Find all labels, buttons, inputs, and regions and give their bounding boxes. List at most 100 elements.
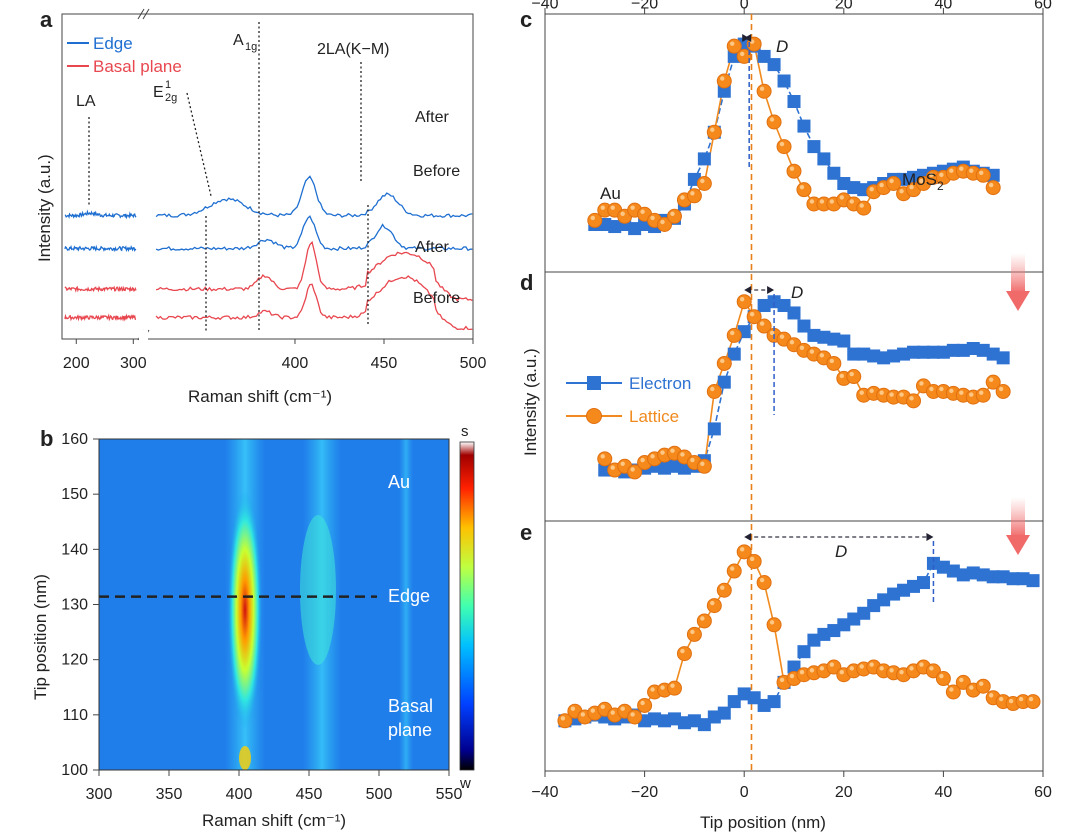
electron-point [916,576,930,590]
electron-point [857,347,871,361]
lattice-point [766,617,782,633]
lattice-point [736,294,752,310]
electron-point [907,345,921,359]
x-tick-label-top: 0 [740,0,749,13]
x-tick-label-b: 450 [296,786,323,803]
electron-point [966,341,980,355]
e2g-sub: 2g [165,92,177,104]
series-line-electron [564,562,1034,726]
electron-point [658,461,672,475]
x-tick-label-a: 400 [282,355,309,372]
lattice-point [935,671,951,687]
x-tick-label-a: 200 [63,355,90,372]
electron-point [757,698,771,712]
electron-point [976,568,990,582]
y-tick-label-b: 160 [61,431,88,448]
lattice-point [776,139,792,155]
electron-point [807,328,821,342]
ylabel-a: Intensity (a.u.) [35,154,54,262]
lattice-point [696,458,712,474]
trace-label-basal-after: After [415,239,449,256]
lattice-point [716,355,732,371]
electron-point [817,627,831,641]
electron-point [697,718,711,732]
electron-point [658,714,672,728]
raman-trace-basal-plane-after [64,285,137,293]
x-tick-label-bottom: −20 [631,784,658,801]
electron-point [608,220,622,234]
x-tick-label-b: 300 [86,786,113,803]
x-tick-label-a: 300 [120,355,147,372]
trace-label-edge-before: Before [413,163,460,180]
electron-point [1016,572,1030,586]
electron-point [837,334,851,348]
panel-a: a 200 300 400 450 500 Edge Basal plane LA E … [35,7,486,406]
x-tick-label-bottom: −40 [531,784,558,801]
a1g-sub: 1g [245,41,257,53]
electron-point [926,345,940,359]
series-line-lattice [594,42,994,226]
electron-point [986,570,1000,584]
electron-point [956,568,970,582]
electron-point [946,343,960,357]
heatmap: Au Edge Basal plane [98,438,450,771]
electron-point [767,295,781,309]
d-arrow-head-right [767,286,775,294]
electron-point [737,687,751,701]
peak-label-e2g: E 1 2g [153,79,177,104]
raman-trace-basal-plane-after [155,240,473,302]
electron-point [767,695,781,709]
heatmap-label-plane: plane [388,720,432,740]
electron-point [777,74,791,88]
a1g-base: A [233,32,244,49]
x-tick-label-bottom: 60 [1034,784,1052,801]
label-d-c: D [776,37,788,56]
raman-trace-basal-plane-before [64,313,136,322]
x-tick-label-a: 450 [371,355,398,372]
y-tick-label-b: 100 [61,762,88,779]
electron-point [757,298,771,312]
electron-point [717,375,731,389]
lattice-point [975,387,991,403]
colorbar-gradient [459,441,475,771]
electron-point [946,564,960,578]
panel-e-plot [557,533,1041,732]
legend-electron-marker [587,376,601,390]
electron-point [1006,572,1020,586]
electron-point [757,49,771,63]
lattice-point [716,582,732,598]
lattice-point [686,626,702,642]
raman-trace-edge-after [155,175,473,219]
down-arrow-2 [1006,497,1030,555]
x-tick-label-b: 550 [436,786,463,803]
panel-c-plot [587,34,1001,236]
electron-point [727,347,741,361]
electron-point [827,624,841,638]
raman-traces [64,175,473,331]
electron-point [926,556,940,570]
panel-label-e: e [520,520,532,545]
lattice-point [1025,694,1041,710]
lattice-point [676,646,692,662]
ylabel-b: Tip position (nm) [31,574,50,700]
panels-c-d-e: c d e −40 −20 0 20 40 60 −40 −20 0 20 40 60 D Au M… [520,0,1052,832]
y-tick-label-b: 120 [61,652,88,669]
panel-d-plot [597,286,1011,480]
legend-d: Electron Lattice [566,374,691,426]
x-axis-ticks-b: 300 350 400 450 500 550 [86,770,463,803]
electron-point [817,330,831,344]
electron-point [787,306,801,320]
lattice-point [706,384,722,399]
y-tick-label-b: 150 [61,486,88,503]
xlabel-a: Raman shift (cm⁻¹) [188,387,332,406]
panel-label-c: c [520,7,532,32]
edge-feature-460 [300,515,336,665]
d-arrow-head-left [744,286,752,294]
x-tick-label-bottom: 20 [835,784,853,801]
label-au: Au [600,184,621,203]
x-tick-label-top: −20 [631,0,658,13]
panel-a-frame [61,13,474,340]
electron-point [827,166,841,180]
d-arrow-head-right [742,34,750,42]
basal-peak-408 [239,746,251,770]
